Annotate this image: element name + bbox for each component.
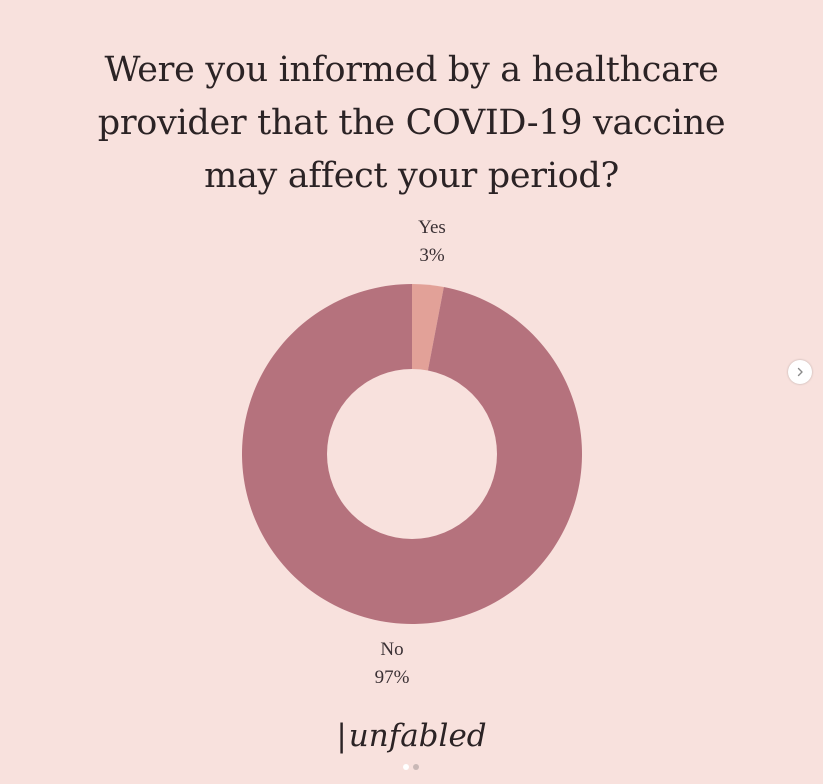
brand-logo-text: unfabled — [348, 718, 487, 754]
slice-category-no: No — [380, 639, 404, 660]
chevron-right-icon — [797, 367, 803, 377]
chart-title: Were you informed by a healthcare provid… — [97, 50, 726, 196]
carousel-next-button[interactable] — [788, 360, 812, 384]
slice-label-yes: Yes 3% — [392, 214, 472, 270]
slice-value-yes: 3% — [419, 245, 445, 266]
slice-category-yes: Yes — [418, 217, 446, 238]
carousel-dot[interactable] — [403, 764, 409, 770]
carousel-dots — [403, 764, 419, 770]
carousel-dot[interactable] — [413, 764, 419, 770]
brand-logo: |unfabled — [336, 718, 487, 754]
slice-value-no: 97% — [374, 667, 410, 688]
slice-label-no: No 97% — [352, 636, 432, 692]
donut-hole — [327, 369, 497, 539]
